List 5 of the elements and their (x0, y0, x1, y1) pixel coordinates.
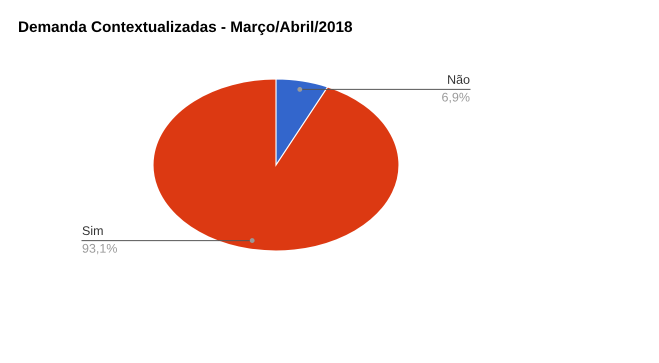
slice-label: Sim (82, 226, 103, 236)
data-label: 93,1% (82, 244, 117, 254)
data-label: 6,9% (442, 92, 470, 104)
chart-title: Demanda Contextualizadas - Março/Abril/2018 (19, 20, 352, 36)
slice-label: Não (448, 74, 470, 84)
